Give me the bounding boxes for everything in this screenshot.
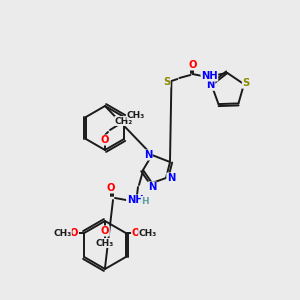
Text: H: H: [141, 196, 149, 206]
Text: N: N: [148, 182, 156, 192]
Text: CH₂: CH₂: [115, 116, 133, 125]
Text: NH: NH: [201, 71, 218, 81]
Text: O: O: [188, 60, 197, 70]
Text: O: O: [70, 228, 79, 238]
Text: O: O: [107, 183, 115, 193]
Text: CH₃: CH₃: [96, 238, 114, 247]
Text: S: S: [163, 77, 170, 87]
Text: N: N: [167, 173, 175, 183]
Text: CH₃: CH₃: [127, 110, 145, 119]
Text: N: N: [206, 80, 215, 90]
Text: O: O: [101, 135, 109, 145]
Text: CH₃: CH₃: [53, 229, 71, 238]
Text: NH: NH: [127, 195, 143, 205]
Text: S: S: [242, 78, 250, 88]
Text: O: O: [101, 226, 109, 236]
Text: CH₃: CH₃: [139, 229, 157, 238]
Text: O: O: [131, 228, 140, 238]
Text: N: N: [144, 150, 152, 160]
